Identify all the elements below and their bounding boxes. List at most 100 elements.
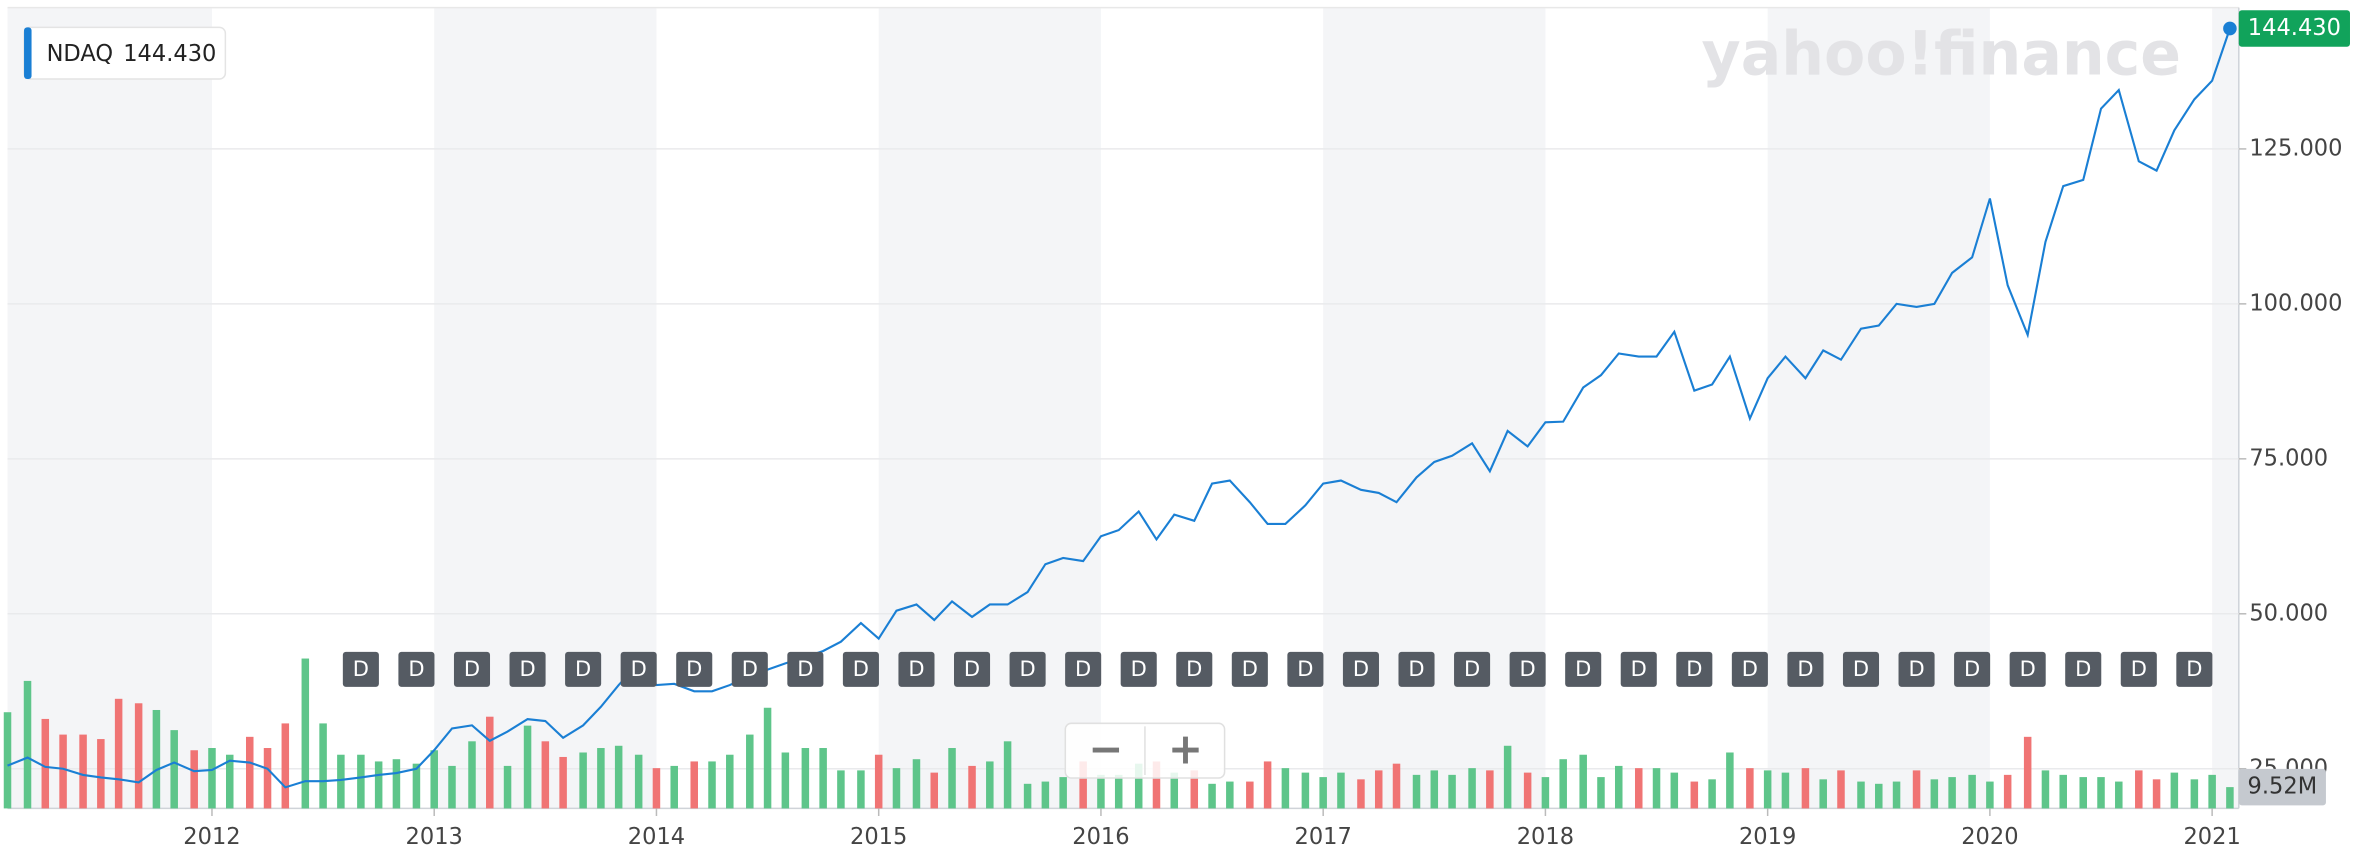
volume-bar <box>652 768 661 809</box>
price <box>7 21 2237 789</box>
volume-bar <box>1079 761 1087 809</box>
dividend-label: D <box>1520 656 1536 681</box>
dividend-marker <box>1565 651 1602 687</box>
volume-bar <box>225 754 234 809</box>
dividend-label: D <box>686 656 702 681</box>
volume-bar <box>59 734 67 809</box>
dividend-label: D <box>1242 656 1258 681</box>
volume <box>3 658 2234 809</box>
volume-bar <box>1652 768 1661 809</box>
volume-bar <box>1930 779 1939 809</box>
volume-bar <box>374 761 383 809</box>
dividend-label: D <box>1075 656 1091 681</box>
volume-bar <box>1726 752 1734 809</box>
dividend-label: D <box>908 656 924 681</box>
volume-bar <box>1134 763 1143 809</box>
dividend-label: D <box>1353 656 1369 681</box>
volume-bar <box>41 718 50 809</box>
volume-bar <box>559 756 567 809</box>
zoom-in-button[interactable]: + <box>1168 725 1203 774</box>
dividend-marker <box>398 651 435 687</box>
year-band <box>2212 7 2239 809</box>
legend-value: 144.430 <box>123 41 216 67</box>
dividend-marker <box>787 651 824 687</box>
volume-bar <box>857 770 865 809</box>
volume-bar <box>1837 770 1845 809</box>
dividend-marker <box>1342 651 1379 687</box>
x-tick-label: 2013 <box>406 824 463 850</box>
volume-bar <box>1003 741 1012 809</box>
volume-bar <box>263 748 272 809</box>
volume-bar <box>1319 777 1327 809</box>
volume-bar <box>597 748 605 809</box>
y-tick-label: 75.000 <box>2249 445 2328 471</box>
dividend-marker <box>1842 651 1880 687</box>
x-tick-label: 2017 <box>1294 824 1351 850</box>
dividend-marker <box>509 651 546 687</box>
volume-bar <box>1392 763 1401 809</box>
dividend-label: D <box>2131 656 2147 681</box>
volume-bar <box>1559 759 1567 809</box>
legend-swatch <box>24 27 32 80</box>
volume-bar <box>1246 781 1254 809</box>
volume-bar <box>1430 770 1439 809</box>
price-tag-label: 144.430 <box>2248 15 2341 41</box>
volume-bar <box>1912 770 1921 809</box>
volume-bar <box>1468 768 1476 809</box>
volume-bar <box>170 730 178 809</box>
volume-bar <box>1486 770 1494 809</box>
x-tick-label: 2018 <box>1517 824 1574 850</box>
volume-bar <box>2226 787 2234 809</box>
volume-bar <box>781 752 790 809</box>
volume-bar <box>1041 781 1050 809</box>
dividend-label: D <box>853 656 869 681</box>
volume-bar <box>746 734 754 809</box>
volume-bar <box>892 768 901 809</box>
dividend-label: D <box>1464 656 1480 681</box>
volume-bar <box>1152 761 1161 809</box>
volume-bar <box>392 759 401 809</box>
year-band <box>7 7 212 809</box>
y-tick-label: 50.000 <box>2249 600 2328 626</box>
volume-bar <box>2208 774 2216 809</box>
volume-tag <box>2238 768 2326 806</box>
volume-bar <box>2190 779 2199 809</box>
volume-bar <box>523 725 532 809</box>
x-tick-label: 2019 <box>1739 824 1796 850</box>
volume-bar <box>948 748 956 809</box>
volume-bar <box>430 750 438 809</box>
volume-bar <box>114 698 123 809</box>
volume-bar <box>1579 754 1587 809</box>
volume-bar <box>337 754 345 809</box>
dividend-label: D <box>1964 656 1980 681</box>
volume-bar <box>412 763 421 809</box>
volume-bar <box>1746 768 1754 809</box>
volume-bar <box>503 765 512 809</box>
volume-bar <box>634 754 643 809</box>
volume-bar <box>1857 781 1865 809</box>
volume-bar <box>1968 774 1976 809</box>
dividend-marker <box>898 651 935 687</box>
volume-bar <box>1097 774 1105 809</box>
dividend-label: D <box>2186 656 2202 681</box>
dividend-label: D <box>1019 656 1035 681</box>
volume-bar <box>2170 772 2179 809</box>
zoom-out-button[interactable]: − <box>1088 725 1123 774</box>
dividend-label: D <box>1742 656 1758 681</box>
volume-bar <box>690 761 698 809</box>
dividend-marker <box>1898 651 1935 687</box>
volume-bar <box>541 741 550 809</box>
dividend-label: D <box>1686 656 1702 681</box>
dividend-label: D <box>464 656 480 681</box>
dividend-label: D <box>1575 656 1591 681</box>
volume-bar <box>301 658 310 809</box>
dividend-marker <box>342 651 379 687</box>
y-tick-label: 125.000 <box>2249 135 2342 161</box>
volume-bar <box>2097 777 2105 809</box>
volume-bar <box>1781 772 1790 809</box>
dividend-marker <box>2120 651 2157 687</box>
volume-bar <box>874 754 883 809</box>
background <box>7 6 2240 810</box>
volume-bar <box>1412 774 1421 809</box>
